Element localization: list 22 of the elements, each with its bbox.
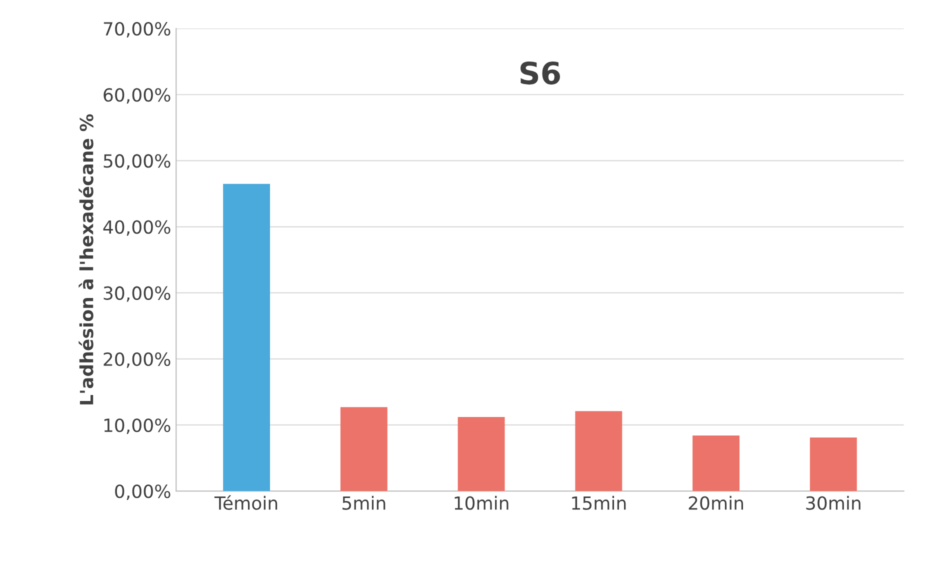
y-tick-label: 50,00%	[104, 154, 170, 170]
bar	[575, 411, 622, 492]
y-tick-label: 70,00%	[104, 22, 170, 38]
bar	[340, 407, 388, 492]
bar	[692, 436, 740, 492]
y-tick-label: 0,00%	[115, 484, 170, 500]
y-tick-label: 40,00%	[103, 220, 170, 236]
bar	[458, 417, 505, 492]
y-tick-label: 60,00%	[104, 88, 170, 104]
y-axis-title: L'adhésion à l'hexadécane %	[78, 114, 94, 404]
x-tick-label: 20min	[688, 496, 744, 510]
bar	[810, 438, 857, 492]
x-tick-label: 15min	[572, 496, 626, 510]
x-tick-label: 30min	[806, 496, 860, 510]
y-tick-label: 10,00%	[104, 418, 170, 434]
y-tick-label: 30,00%	[104, 286, 170, 302]
y-tick-label: 20,00%	[104, 352, 170, 368]
bar	[223, 184, 270, 492]
text: S6	[520, 61, 560, 85]
x-tick-label: Témoin	[214, 495, 278, 510]
x-tick-label: 10min	[454, 496, 508, 510]
x-tick-label: 5min	[342, 496, 386, 510]
